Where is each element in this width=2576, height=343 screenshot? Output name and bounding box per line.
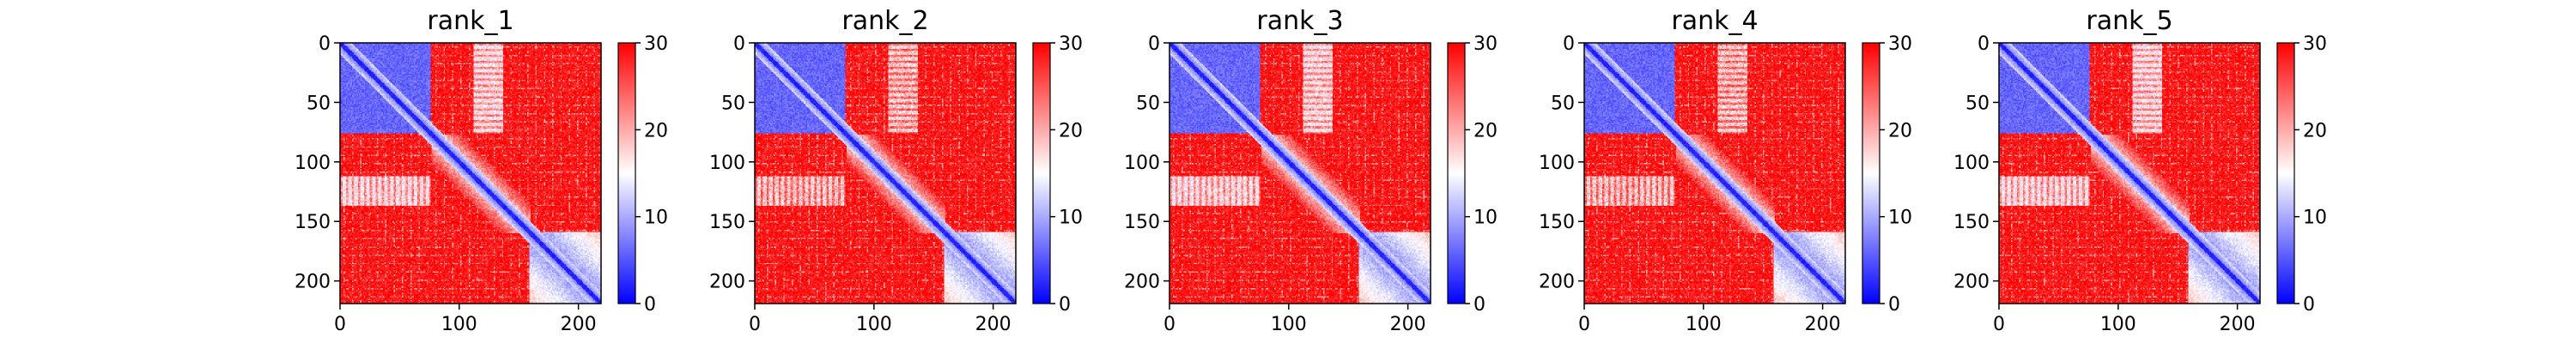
- y-tick-label: 50: [307, 93, 331, 114]
- y-tick-label: 50: [721, 93, 745, 114]
- heatmap-image: [755, 43, 1016, 304]
- y-tick-label: 150: [1539, 212, 1575, 233]
- colorbar-tick-label: 20: [1059, 120, 1083, 141]
- colorbar-tick-label: 20: [2303, 120, 2327, 141]
- colorbar-tick-label: 20: [1473, 120, 1498, 141]
- colorbar-tick-label: 10: [1888, 208, 1912, 229]
- x-tick-label: 0: [1163, 314, 1176, 335]
- y-tick-label: 100: [295, 153, 331, 174]
- y-tick-label: 0: [1148, 33, 1160, 55]
- y-tick-label: 100: [1953, 153, 1990, 174]
- y-tick-label: 200: [295, 272, 331, 293]
- colorbar-tick-label: 10: [2303, 208, 2327, 229]
- plot-frame: [1583, 42, 1846, 304]
- plot-frame: [1169, 42, 1431, 304]
- heatmap-image: [1170, 43, 1431, 304]
- y-tick-label: 100: [1124, 153, 1160, 174]
- y-tick-label: 150: [1953, 212, 1990, 233]
- plot-frame: [1998, 42, 2261, 304]
- x-tick-label: 200: [1390, 314, 1426, 335]
- y-tick-label: 200: [709, 272, 745, 293]
- colorbar-tick-label: 20: [1888, 120, 1912, 141]
- colorbar-tick-label: 0: [1473, 294, 1485, 316]
- y-tick-label: 150: [295, 212, 331, 233]
- x-tick-label: 200: [2220, 314, 2256, 335]
- y-tick-label: 200: [1953, 272, 1990, 293]
- colorbar-tick-label: 0: [644, 294, 656, 316]
- x-tick-label: 100: [1271, 314, 1307, 335]
- x-tick-label: 0: [749, 314, 761, 335]
- colorbar-tick-label: 0: [1059, 294, 1071, 316]
- plot-frame: [339, 42, 602, 304]
- colorbar-tick-label: 30: [2303, 33, 2327, 55]
- panel-title: rank_4: [1671, 6, 1758, 36]
- panel-title: rank_3: [1256, 6, 1343, 36]
- heatmap-image: [1584, 43, 1845, 304]
- colorbar-tick-label: 10: [644, 208, 668, 229]
- colorbar-tick-label: 0: [2303, 294, 2315, 316]
- heatmap-image: [340, 43, 601, 304]
- panel-title: rank_1: [427, 6, 513, 36]
- x-tick-label: 0: [1578, 314, 1590, 335]
- x-tick-label: 0: [1993, 314, 2005, 335]
- colorbar: [1447, 42, 1466, 304]
- y-tick-label: 0: [1978, 33, 1990, 55]
- y-tick-label: 0: [733, 33, 745, 55]
- colorbar-tick-label: 30: [1059, 33, 1083, 55]
- x-tick-label: 100: [2100, 314, 2136, 335]
- x-tick-label: 200: [1805, 314, 1841, 335]
- panel-title: rank_5: [2086, 6, 2172, 36]
- colorbar-tick-label: 0: [1888, 294, 1900, 316]
- panel-title: rank_2: [841, 6, 928, 36]
- colorbar-tick-label: 20: [644, 120, 668, 141]
- y-tick-label: 50: [1136, 93, 1160, 114]
- x-tick-label: 0: [334, 314, 346, 335]
- y-tick-label: 50: [1965, 93, 1990, 114]
- y-tick-label: 200: [1539, 272, 1575, 293]
- colorbar: [617, 42, 636, 304]
- x-tick-label: 100: [1686, 314, 1722, 335]
- colorbar-tick-label: 10: [1059, 208, 1083, 229]
- y-tick-label: 200: [1124, 272, 1160, 293]
- colorbar: [1032, 42, 1051, 304]
- heatmap-image: [1999, 43, 2260, 304]
- colorbar: [1862, 42, 1880, 304]
- colorbar-tick-label: 30: [1888, 33, 1912, 55]
- y-tick-label: 0: [319, 33, 331, 55]
- y-tick-label: 50: [1551, 93, 1575, 114]
- y-tick-label: 100: [709, 153, 745, 174]
- y-tick-label: 150: [1124, 212, 1160, 233]
- x-tick-label: 200: [561, 314, 597, 335]
- colorbar: [2276, 42, 2295, 304]
- plot-frame: [754, 42, 1017, 304]
- y-tick-label: 0: [1563, 33, 1575, 55]
- colorbar-tick-label: 30: [644, 33, 668, 55]
- colorbar-tick-label: 10: [1473, 208, 1498, 229]
- colorbar-tick-label: 30: [1473, 33, 1498, 55]
- y-tick-label: 150: [709, 212, 745, 233]
- y-tick-label: 100: [1539, 153, 1575, 174]
- x-tick-label: 100: [441, 314, 477, 335]
- x-tick-label: 100: [856, 314, 892, 335]
- x-tick-label: 200: [975, 314, 1012, 335]
